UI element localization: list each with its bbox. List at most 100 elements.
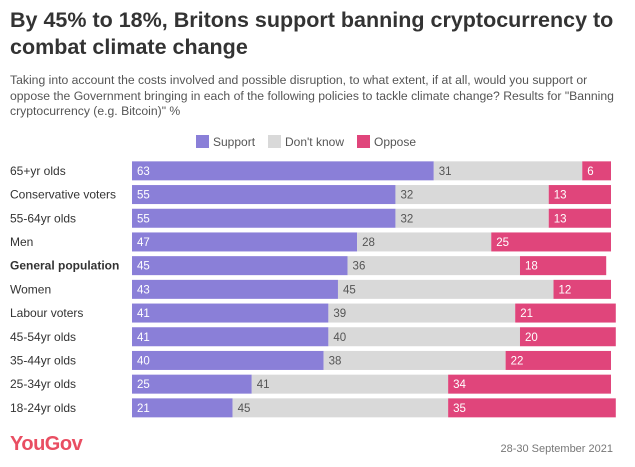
bar-segment-don-t-know bbox=[251, 374, 449, 394]
stacked-bar-chart: 65+yr olds 63 31 6 Conservative voters 55 32 13… bbox=[10, 161, 616, 418]
bar-segment-oppose bbox=[548, 208, 611, 228]
bar-segment-oppose bbox=[448, 374, 611, 394]
bar-row-35-44yr-olds: 35-44yr olds 40 38 22 bbox=[10, 350, 611, 370]
bar-row-65-yr-olds: 65+yr olds 63 31 6 bbox=[10, 161, 611, 181]
legend-swatch-support bbox=[196, 135, 209, 148]
legend: Support Don't know Oppose bbox=[0, 134, 635, 150]
bar-segment-support bbox=[132, 350, 324, 370]
data-label-oppose: 22 bbox=[511, 355, 524, 367]
bar-segment-don-t-know bbox=[357, 232, 492, 252]
category-label: General population bbox=[10, 259, 119, 273]
data-label-don-t-know: 39 bbox=[333, 308, 346, 320]
bar-row-45-54yr-olds: 45-54yr olds 41 40 20 bbox=[10, 327, 616, 347]
data-label-support: 43 bbox=[137, 284, 150, 296]
bar-segment-oppose bbox=[553, 279, 611, 299]
legend-label-dont-know: Don't know bbox=[285, 135, 344, 149]
bar-segment-don-t-know bbox=[328, 327, 520, 347]
bar-segment-don-t-know bbox=[433, 161, 583, 181]
data-label-don-t-know: 32 bbox=[400, 190, 413, 202]
bar-segment-oppose bbox=[548, 185, 611, 205]
data-label-don-t-know: 32 bbox=[400, 213, 413, 225]
data-label-oppose: 12 bbox=[559, 284, 572, 296]
bar-segment-oppose bbox=[582, 161, 611, 181]
data-label-support: 21 bbox=[137, 403, 150, 415]
legend-swatch-oppose bbox=[357, 135, 370, 148]
bar-segment-oppose bbox=[519, 256, 607, 276]
category-label: 35-44yr olds bbox=[10, 353, 76, 367]
data-label-support: 63 bbox=[137, 166, 150, 178]
data-label-support: 45 bbox=[137, 261, 150, 273]
data-label-don-t-know: 40 bbox=[333, 332, 346, 344]
bar-segment-support bbox=[132, 232, 358, 252]
bar-row-women: Women 43 45 12 bbox=[10, 279, 611, 299]
bar-segment-support bbox=[132, 374, 252, 394]
chart-title: By 45% to 18%, Britons support banning c… bbox=[10, 8, 614, 59]
bar-segment-support bbox=[132, 256, 348, 276]
data-label-don-t-know: 28 bbox=[362, 237, 375, 249]
data-label-oppose: 20 bbox=[525, 332, 538, 344]
bar-segment-oppose bbox=[491, 232, 611, 252]
bar-segment-don-t-know bbox=[337, 279, 554, 299]
data-label-support: 40 bbox=[137, 355, 150, 367]
data-label-oppose: 35 bbox=[453, 403, 466, 415]
data-label-oppose: 34 bbox=[453, 379, 466, 391]
bar-segment-support bbox=[132, 161, 434, 181]
bar-segment-support bbox=[132, 208, 396, 228]
bar-segment-don-t-know bbox=[328, 303, 516, 323]
legend-label-oppose: Oppose bbox=[374, 135, 417, 149]
data-label-support: 55 bbox=[137, 213, 150, 225]
category-label: Women bbox=[10, 282, 51, 296]
bar-segment-oppose bbox=[515, 303, 616, 323]
category-label: Men bbox=[10, 235, 33, 249]
bar-row-men: Men 47 28 25 bbox=[10, 232, 611, 252]
data-label-support: 41 bbox=[137, 308, 150, 320]
bar-segment-don-t-know bbox=[395, 185, 549, 205]
data-label-don-t-know: 31 bbox=[439, 166, 452, 178]
bar-row-18-24yr-olds: 18-24yr olds 21 45 35 bbox=[10, 398, 616, 418]
legend-label-support: Support bbox=[213, 135, 256, 149]
bar-segment-support bbox=[132, 398, 233, 418]
data-label-oppose: 25 bbox=[496, 237, 509, 249]
bar-row-25-34yr-olds: 25-34yr olds 25 41 34 bbox=[10, 374, 611, 394]
data-label-don-t-know: 36 bbox=[353, 261, 366, 273]
chart-subtitle: Taking into account the costs involved a… bbox=[10, 73, 614, 118]
yougov-logo: YouGov bbox=[10, 433, 83, 455]
data-label-oppose: 13 bbox=[554, 213, 567, 225]
data-label-don-t-know: 45 bbox=[238, 403, 251, 415]
bar-segment-support bbox=[132, 327, 329, 347]
category-label: 18-24yr olds bbox=[10, 401, 76, 415]
data-label-oppose: 13 bbox=[554, 190, 567, 202]
data-label-don-t-know: 41 bbox=[257, 379, 270, 391]
bar-segment-support bbox=[132, 279, 338, 299]
data-label-support: 55 bbox=[137, 190, 150, 202]
data-label-support: 47 bbox=[137, 237, 150, 249]
bar-segment-don-t-know bbox=[232, 398, 449, 418]
date-label: 28-30 September 2021 bbox=[500, 443, 613, 455]
category-label: 25-34yr olds bbox=[10, 377, 76, 391]
data-label-oppose: 21 bbox=[520, 308, 533, 320]
bar-row-labour-voters: Labour voters 41 39 21 bbox=[10, 303, 616, 323]
category-label: 65+yr olds bbox=[10, 164, 66, 178]
bar-segment-don-t-know bbox=[323, 350, 506, 370]
bar-segment-support bbox=[132, 185, 396, 205]
bar-row-55-64yr-olds: 55-64yr olds 55 32 13 bbox=[10, 208, 611, 228]
data-label-support: 41 bbox=[137, 332, 150, 344]
category-label: 55-64yr olds bbox=[10, 211, 76, 225]
category-label: 45-54yr olds bbox=[10, 330, 76, 344]
data-label-support: 25 bbox=[137, 379, 150, 391]
bar-row-conservative-voters: Conservative voters 55 32 13 bbox=[10, 185, 611, 205]
data-label-oppose: 6 bbox=[587, 166, 593, 178]
category-label: Conservative voters bbox=[10, 188, 116, 202]
data-label-don-t-know: 45 bbox=[343, 284, 356, 296]
bar-row-general-population: General population 45 36 18 bbox=[10, 256, 607, 276]
bar-segment-oppose bbox=[519, 327, 616, 347]
bar-segment-don-t-know bbox=[395, 208, 549, 228]
bar-segment-don-t-know bbox=[347, 256, 520, 276]
bar-segment-support bbox=[132, 303, 329, 323]
data-label-don-t-know: 38 bbox=[329, 355, 342, 367]
category-label: Labour voters bbox=[10, 306, 83, 320]
bar-segment-oppose bbox=[448, 398, 616, 418]
data-label-oppose: 18 bbox=[525, 261, 538, 273]
bar-segment-oppose bbox=[505, 350, 611, 370]
legend-swatch-dont-know bbox=[268, 135, 281, 148]
